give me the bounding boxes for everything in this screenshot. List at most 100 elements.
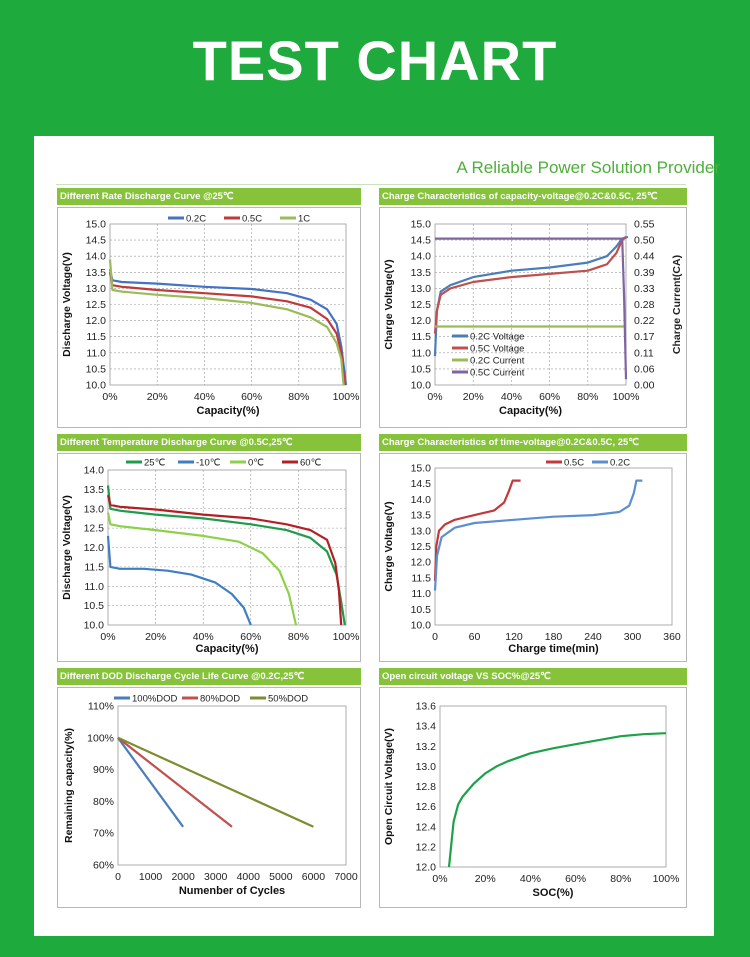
y-tick-label: 11.5 xyxy=(84,561,104,573)
x-tick-label: 40% xyxy=(520,873,541,885)
series-line xyxy=(447,732,667,868)
x-tick-label: 360 xyxy=(663,631,681,643)
series-line xyxy=(117,736,314,828)
chart-svg: 10.0 10.5 11.0 11.5 12.0 12.5 13.0 13.5 14.0 14.5… xyxy=(383,219,683,418)
page-title: TEST CHART xyxy=(192,29,558,92)
y-tick-label: 15.0 xyxy=(411,463,432,475)
x-tick-label: 20% xyxy=(145,631,166,643)
legend-label: 0.2C Voltage xyxy=(470,332,524,343)
series-line xyxy=(108,259,345,386)
plot-area xyxy=(434,467,673,626)
y-axis-label: Charge Voltage(V) xyxy=(383,259,395,349)
legend-label: 0.2C xyxy=(610,458,630,469)
y-tick-label: 12.8 xyxy=(416,781,437,793)
chart-svg: 10.0 10.5 11.0 11.5 12.0 12.5 13.0 13.5 14.0 14.5… xyxy=(61,214,360,418)
x-tick-label: 0% xyxy=(100,631,115,643)
y-tick-label: 14.5 xyxy=(86,235,107,247)
series-line xyxy=(106,494,343,626)
chart-svg: 10.0 10.5 11.0 11.5 12.0 12.5 13.0 13.5 14.0 14.5… xyxy=(383,458,681,656)
y-tick-label: 13.5 xyxy=(84,484,105,496)
chart-time-voltage: Charge Characteristics of time-voltage@0… xyxy=(379,434,687,662)
chart-ocv-soc: Open circuit voltage VS SOC%@25℃ 12.0 12.… xyxy=(379,668,687,908)
y-tick-label: 15.0 xyxy=(411,219,432,231)
y-tick-label: 11.0 xyxy=(411,347,431,359)
legend-label: 0℃ xyxy=(248,458,264,469)
x-tick-label: 100% xyxy=(653,873,680,885)
y-tick-label: 12.5 xyxy=(411,541,432,553)
legend-label: 0.2C xyxy=(186,214,206,225)
chart-dod-cycle-life: Different DOD Discharge Cycle Life Curve… xyxy=(57,668,361,908)
y-tick-label: 14.0 xyxy=(411,494,432,506)
y-tick-label: 60% xyxy=(93,860,114,872)
chart-title: Charge Characteristics of time-voltage@0… xyxy=(379,434,687,451)
y-tick-label: 11.0 xyxy=(411,588,431,600)
chart-title: Open circuit voltage VS SOC%@25℃ xyxy=(379,668,687,685)
y-tick-label: 13.4 xyxy=(416,721,437,733)
legend-label: 1C xyxy=(298,214,310,225)
chart-capacity-voltage: Charge Characteristics of capacity-volta… xyxy=(379,188,687,428)
x-tick-label: 0 xyxy=(432,631,438,643)
y-tick-label: 13.0 xyxy=(411,283,432,295)
series-line xyxy=(433,479,521,582)
y-tick-label: 90% xyxy=(93,764,114,776)
chart-svg: 12.0 12.2 12.4 12.6 12.8 13.0 13.2 13.4 13.6 0% 20… xyxy=(383,701,680,900)
y2-tick-label: 0.55 xyxy=(634,219,655,231)
y2-tick-label: 0.00 xyxy=(634,380,655,392)
legend-label: 60℃ xyxy=(300,458,322,469)
y-tick-label: 10.0 xyxy=(84,620,105,632)
x-tick-label: 60 xyxy=(469,631,481,643)
y-tick-label: 14.5 xyxy=(411,235,432,247)
x-tick-label: 20% xyxy=(147,391,168,403)
y-tick-label: 10.5 xyxy=(84,600,105,612)
chart-temperature-discharge: Different Temperature Discharge Curve @0… xyxy=(57,434,361,662)
chart-title: Different Temperature Discharge Curve @0… xyxy=(57,434,361,451)
x-tick-label: 0% xyxy=(102,391,117,403)
y-tick-label: 11.5 xyxy=(411,331,431,343)
y-tick-label: 13.2 xyxy=(416,741,437,753)
x-tick-label: 5000 xyxy=(269,871,293,883)
y-tick-label: 14.0 xyxy=(84,465,105,477)
x-tick-label: 40% xyxy=(194,391,215,403)
chart-title: Charge Characteristics of capacity-volta… xyxy=(379,188,687,205)
y-tick-label: 13.5 xyxy=(411,510,432,522)
y-tick-label: 15.0 xyxy=(86,219,107,231)
x-tick-label: 40% xyxy=(193,631,214,643)
x-tick-label: 100% xyxy=(333,391,360,403)
chart-frame: 10.0 10.5 11.0 11.5 12.0 12.5 13.0 13.5 14.0 14.5… xyxy=(379,207,687,428)
x-tick-label: 60% xyxy=(565,873,586,885)
y2-tick-label: 0.44 xyxy=(634,251,655,263)
legend-label: 25℃ xyxy=(144,458,166,469)
x-tick-label: 300 xyxy=(624,631,642,643)
tagline: A Reliable Power Solution Provider xyxy=(456,158,720,177)
plot-area xyxy=(117,705,347,866)
y2-tick-label: 0.33 xyxy=(634,283,655,295)
y-tick-label: 13.0 xyxy=(84,503,105,515)
y-tick-label: 14.0 xyxy=(411,251,432,263)
y-tick-label: 12.0 xyxy=(411,557,432,569)
x-tick-label: 180 xyxy=(545,631,563,643)
legend-label: 0.5C xyxy=(242,214,262,225)
y-tick-label: 10.5 xyxy=(86,363,107,375)
legend-label: 50%DOD xyxy=(268,694,308,705)
y-axis-label: Discharge Voltage(V) xyxy=(61,252,73,357)
x-axis-label: Capacity(%) xyxy=(499,405,562,417)
x-tick-label: 80% xyxy=(577,391,598,403)
y-tick-label: 12.4 xyxy=(416,821,437,833)
series-line xyxy=(433,235,629,357)
x-tick-label: 0% xyxy=(427,391,442,403)
x-tick-label: 60% xyxy=(539,391,560,403)
x-axis-label: Numenber of Cycles xyxy=(179,885,285,897)
y2-tick-label: 0.06 xyxy=(634,363,655,375)
x-tick-label: 100% xyxy=(613,391,640,403)
legend-label: 0.2C Current xyxy=(470,356,525,367)
legend-label: -10℃ xyxy=(196,458,221,469)
chart-svg: 60% 70% 80% 90% 100% 110% 0 1000 2000 3000 4000 500… xyxy=(63,694,358,898)
y-tick-label: 12.2 xyxy=(416,841,437,853)
y-tick-label: 13.0 xyxy=(411,525,432,537)
x-tick-label: 240 xyxy=(584,631,602,643)
plot-area xyxy=(439,705,667,868)
y-tick-label: 10.0 xyxy=(411,620,432,632)
legend-label: 100%DOD xyxy=(132,694,178,705)
x-tick-label: 7000 xyxy=(334,871,358,883)
x-tick-label: 6000 xyxy=(302,871,326,883)
